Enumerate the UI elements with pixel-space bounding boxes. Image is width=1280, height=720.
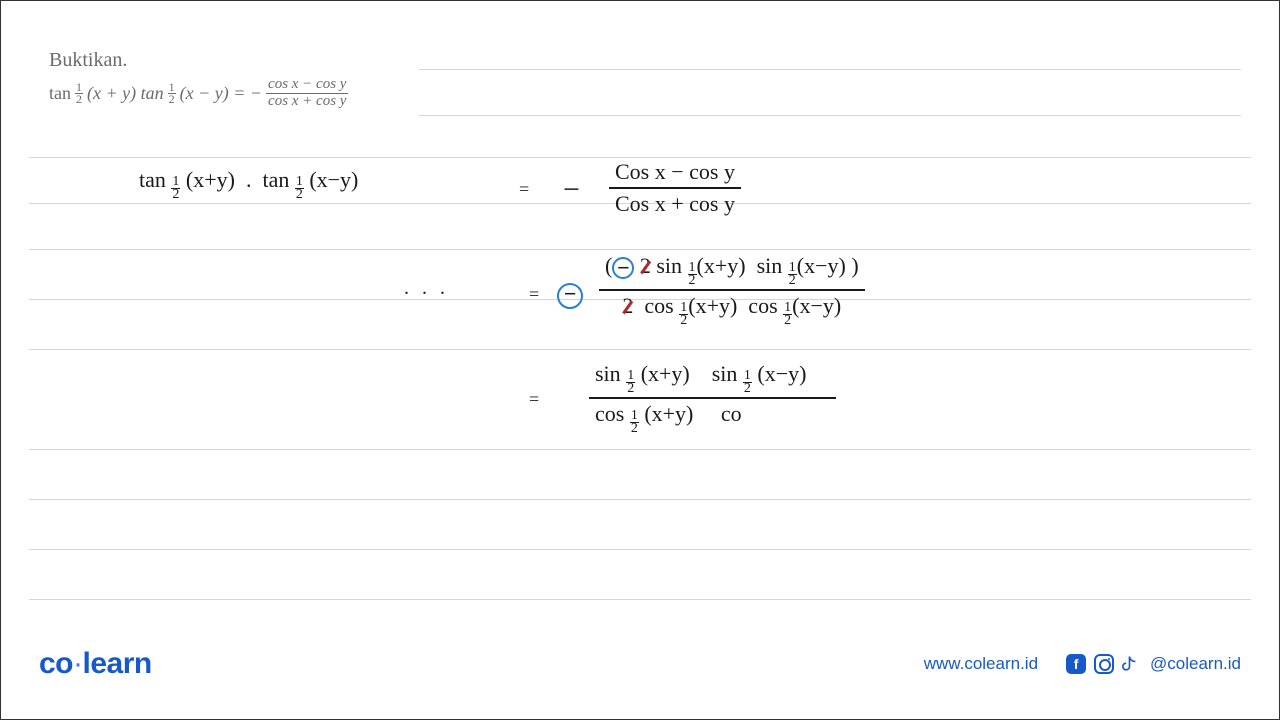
equals-3: = xyxy=(529,389,539,410)
tiktok-icon xyxy=(1122,654,1142,674)
struck-two-den: 2 xyxy=(622,293,633,319)
footer-url: www.colearn.id xyxy=(924,654,1038,674)
arg1: (x + y) tan xyxy=(87,83,164,104)
footer: co·learn www.colearn.id f @colearn.id xyxy=(39,647,1241,681)
half-fraction-1: 1 2 xyxy=(75,82,83,105)
instagram-icon xyxy=(1094,654,1114,674)
half-fraction-2: 1 2 xyxy=(168,82,176,105)
problem-equation: tan 1 2 (x + y) tan 1 2 (x − y) = − cos … xyxy=(49,77,348,110)
lhs-tan1: tan xyxy=(49,83,71,104)
rule-line xyxy=(29,249,1251,250)
equals-2: = xyxy=(529,284,539,305)
social-icons: f @colearn.id xyxy=(1066,654,1241,674)
minus-sign-1: − xyxy=(559,173,584,207)
footer-right: www.colearn.id f @colearn.id xyxy=(924,654,1241,674)
work-line1-rhs: Cos x − cos y Cos x + cos y xyxy=(609,159,741,217)
ellipsis: . . . xyxy=(404,277,449,300)
circled-minus-outer: − xyxy=(557,281,583,309)
rhs-fraction: cos x − cos y cos x + cos y xyxy=(266,77,348,110)
facebook-icon: f xyxy=(1066,654,1086,674)
rule-line xyxy=(29,599,1251,600)
struck-two-num: 2 xyxy=(640,253,651,279)
arg2: (x − y) = − xyxy=(180,83,262,104)
rule-line xyxy=(419,69,1241,70)
footer-handle: @colearn.id xyxy=(1150,654,1241,674)
brand-logo: co·learn xyxy=(39,647,152,681)
rule-line xyxy=(29,549,1251,550)
circle-inner-icon: − xyxy=(612,257,634,279)
rule-line xyxy=(29,449,1251,450)
work-line3-rhs: sin 12 (x+y) sin 12 (x−y) cos 12 (x+y) c… xyxy=(589,361,836,435)
circle-icon: − xyxy=(557,283,583,309)
work-line1-lhs: tan 12 (x+y) . tan 12 (x−y) xyxy=(139,167,358,201)
rule-line xyxy=(419,115,1241,116)
page: Buktikan. tan 1 2 (x + y) tan 1 2 (x − y… xyxy=(9,9,1271,711)
problem-title: Buktikan. xyxy=(49,49,127,72)
rule-line xyxy=(29,349,1251,350)
equals-1: = xyxy=(519,179,529,200)
work-line2-rhs: (− 2 sin 12(x+y) sin 12(x−y) ) 2 cos 12(… xyxy=(599,253,865,327)
rule-line xyxy=(29,499,1251,500)
rule-line xyxy=(29,157,1251,158)
